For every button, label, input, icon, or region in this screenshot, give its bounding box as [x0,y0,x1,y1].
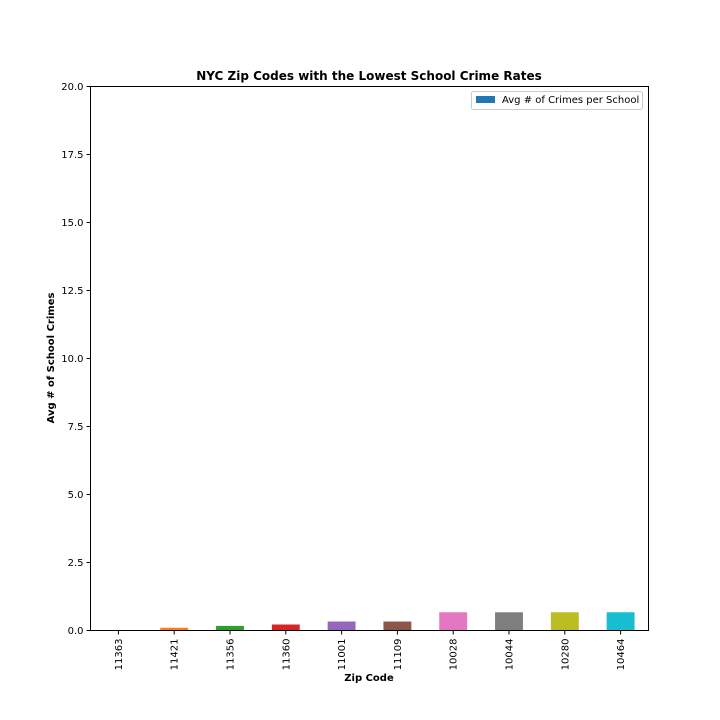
bar-10464 [606,612,635,631]
x-tick-label: 10280 [560,639,571,671]
x-tick-label: 10044 [505,639,516,671]
y-tick-label: 2.5 [68,558,84,569]
y-tick-label: 0.0 [68,626,84,637]
bar-11421 [160,627,189,631]
x-tick-label: 11363 [114,639,125,671]
bar-11001 [327,621,356,631]
x-tick-label: 10028 [449,639,460,671]
bar-11109 [383,621,412,631]
y-axis-label: Avg # of School Crimes [46,293,57,424]
x-tick-label: 10464 [616,639,627,671]
y-tick-label: 12.5 [61,286,83,297]
plot-frame [90,86,649,631]
chart-title: NYC Zip Codes with the Lowest School Cri… [196,69,542,83]
y-tick-label: 10.0 [61,354,83,365]
bar-11356 [216,625,244,631]
y-tick-label: 15.0 [61,218,83,229]
y-axis-ticks: 0.0 2.5 5.0 7.5 10.0 12.5 15.0 17.5 20.0 [61,82,91,637]
bar-10280 [550,612,579,631]
y-tick-label: 7.5 [68,422,84,433]
x-tick-label: 11421 [170,639,181,671]
bar-11360 [271,624,300,631]
x-tick-label: 11356 [226,639,237,671]
bar-10028 [439,612,468,631]
y-tick-label: 5.0 [68,490,84,501]
bar-10044 [495,612,523,631]
bars-group [160,612,635,631]
legend: Avg # of Crimes per School [471,91,643,110]
x-tick-label: 11109 [393,639,404,671]
x-tick-label: 11360 [281,639,292,671]
legend-box [471,91,643,110]
legend-swatch [476,96,495,103]
y-tick-label: 20.0 [61,82,83,93]
x-axis-ticks: 11363 11421 11356 11360 11001 11109 10028 10044… [114,630,627,671]
legend-label: Avg # of Crimes per School [502,95,639,106]
y-tick-label: 17.5 [61,150,83,161]
x-tick-label: 11001 [337,639,348,671]
x-axis-label: Zip Code [344,673,394,684]
